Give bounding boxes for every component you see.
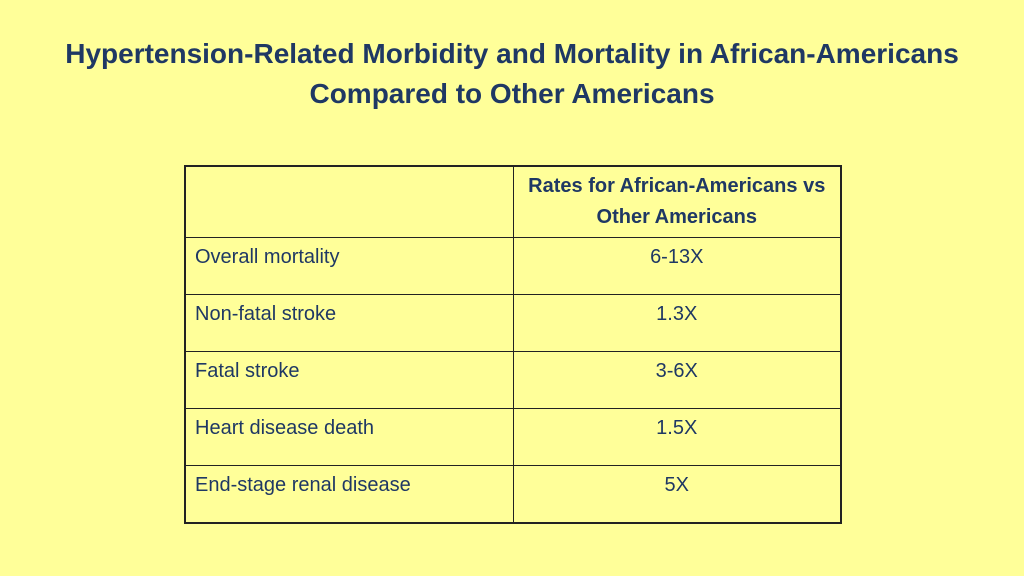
row-label: Overall mortality	[184, 237, 514, 295]
table-row: Fatal stroke 3-6X	[184, 351, 842, 409]
header-value-cell: Rates for African-Americans vs Other Ame…	[512, 165, 842, 238]
row-label: Non-fatal stroke	[184, 294, 514, 352]
rates-table: Rates for African-Americans vs Other Ame…	[184, 165, 842, 524]
table-row: Non-fatal stroke 1.3X	[184, 294, 842, 352]
row-value: 1.5X	[512, 408, 842, 466]
slide-title: Hypertension-Related Morbidity and Morta…	[65, 38, 959, 109]
row-label: Heart disease death	[184, 408, 514, 466]
row-value: 1.3X	[512, 294, 842, 352]
row-label: Fatal stroke	[184, 351, 514, 409]
header-label-cell	[184, 165, 514, 238]
table-row: Heart disease death 1.5X	[184, 408, 842, 466]
row-value: 6-13X	[512, 237, 842, 295]
row-label: End-stage renal disease	[184, 465, 514, 523]
row-value: 5X	[512, 465, 842, 523]
row-value: 3-6X	[512, 351, 842, 409]
table-row: End-stage renal disease 5X	[184, 465, 842, 523]
table-row: Overall mortality 6-13X	[184, 237, 842, 295]
table-header-row: Rates for African-Americans vs Other Ame…	[184, 165, 842, 238]
